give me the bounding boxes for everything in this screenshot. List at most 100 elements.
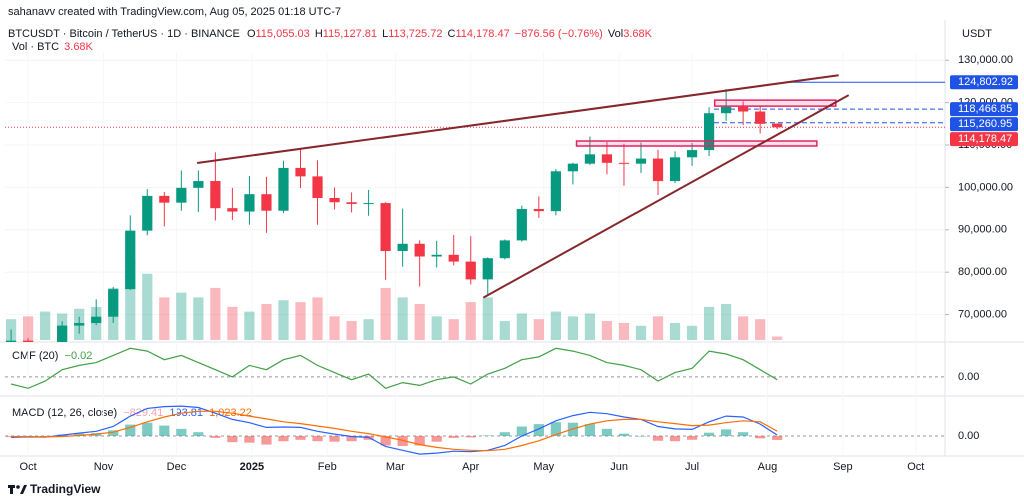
trendline bbox=[482, 94, 850, 299]
x-tick-label: Feb bbox=[318, 461, 337, 473]
histogram-bar bbox=[5, 436, 17, 437]
volume-bar bbox=[499, 321, 510, 340]
histogram-bar bbox=[772, 436, 783, 440]
volume-bar bbox=[448, 319, 459, 340]
volume-bar bbox=[550, 311, 561, 340]
volume-bar bbox=[414, 304, 425, 340]
x-tick-label: Dec bbox=[167, 461, 187, 473]
histogram-bar bbox=[244, 436, 255, 443]
volume-header: Vol · BTC 3.68K bbox=[12, 41, 94, 53]
volume-bar bbox=[176, 292, 187, 340]
histogram-bar bbox=[329, 436, 340, 442]
histogram-bar bbox=[533, 424, 544, 436]
volume-bar bbox=[397, 297, 408, 340]
candle-body bbox=[193, 181, 204, 188]
volume-bar bbox=[584, 313, 596, 340]
x-tick-label: Apr bbox=[462, 461, 479, 473]
histogram-bar bbox=[380, 436, 391, 446]
price-level-label: 118,466.85 bbox=[958, 103, 1012, 115]
volume-bar bbox=[755, 319, 766, 340]
candle-body bbox=[74, 323, 85, 326]
candle-body bbox=[227, 208, 238, 212]
candle-body bbox=[431, 254, 442, 257]
volume-bar bbox=[261, 304, 272, 340]
histogram-bar bbox=[431, 436, 442, 442]
volume-bar bbox=[601, 321, 613, 340]
cmf-value: −0.02 bbox=[65, 350, 93, 362]
histogram-bar bbox=[295, 436, 306, 440]
volume-bar bbox=[721, 304, 732, 340]
x-tick-label: Jul bbox=[685, 461, 699, 473]
candle-body bbox=[278, 167, 289, 211]
y-tick-label: 0.00 bbox=[958, 430, 979, 442]
ohlc-prefix: H bbox=[315, 28, 323, 40]
histogram-bar bbox=[414, 436, 425, 446]
cmf-line bbox=[10, 347, 778, 389]
volume-bar bbox=[125, 259, 136, 340]
candle-body bbox=[755, 111, 766, 124]
candle-body bbox=[533, 209, 544, 212]
candle-body bbox=[346, 202, 357, 204]
volume-bar bbox=[193, 297, 204, 340]
brand: TradingView bbox=[30, 482, 101, 496]
zone bbox=[713, 99, 837, 107]
candle-body bbox=[414, 243, 425, 257]
price-level-label: 115,260.95 bbox=[958, 118, 1012, 130]
candle-body bbox=[295, 167, 306, 177]
candle-body bbox=[499, 240, 510, 259]
histogram-bar bbox=[176, 428, 187, 436]
volume-title: Vol · BTC bbox=[12, 41, 59, 53]
candle-body bbox=[312, 176, 323, 198]
change: −876.56 (−0.76%) bbox=[515, 28, 603, 40]
candle-body bbox=[686, 150, 698, 158]
candle-body bbox=[482, 258, 493, 280]
y-tick-label: 100,000.00 bbox=[958, 181, 1013, 193]
volume-bar bbox=[772, 336, 783, 340]
histogram-bar bbox=[669, 436, 681, 442]
volume-bar bbox=[618, 322, 630, 340]
volume-bar bbox=[244, 311, 255, 340]
candle-body bbox=[176, 187, 187, 203]
volume-bar bbox=[312, 297, 323, 340]
histogram-bar bbox=[227, 436, 238, 443]
volume-bar bbox=[652, 316, 664, 340]
y-tick-label: 90,000.00 bbox=[958, 224, 1007, 236]
histogram-bar bbox=[210, 436, 221, 438]
volume-bar bbox=[159, 297, 170, 340]
candle-body bbox=[738, 106, 749, 112]
macd-line bbox=[11, 405, 778, 455]
histogram-bar bbox=[516, 426, 527, 436]
candle-body bbox=[652, 158, 664, 182]
ohlc-prefix: O bbox=[247, 28, 256, 40]
zone bbox=[575, 140, 818, 147]
histogram-bar bbox=[601, 428, 613, 436]
volume-bar bbox=[465, 302, 476, 340]
volume-bar bbox=[227, 306, 238, 340]
histogram-bar bbox=[312, 436, 323, 442]
ohlc-prefix: L bbox=[382, 28, 388, 40]
histogram-bar bbox=[618, 433, 630, 436]
histogram-bar bbox=[721, 429, 732, 436]
histogram-bar bbox=[635, 436, 647, 437]
ohlc-value: 115,055.03 bbox=[256, 28, 310, 40]
volume-bar bbox=[210, 287, 221, 340]
volume-bar bbox=[533, 319, 544, 340]
histogram-bar bbox=[193, 432, 204, 436]
histogram-bar bbox=[686, 436, 698, 440]
candle-body bbox=[550, 171, 561, 212]
volume-bar bbox=[363, 319, 374, 340]
histogram-bar bbox=[448, 436, 459, 438]
x-tick-label: May bbox=[533, 461, 554, 473]
histogram-bar bbox=[755, 436, 766, 439]
candle-body bbox=[567, 163, 578, 172]
candle-body bbox=[5, 340, 17, 342]
volume-bar bbox=[738, 316, 749, 340]
volume-bar bbox=[295, 302, 306, 340]
candle-body bbox=[329, 198, 340, 203]
histogram-bar bbox=[465, 436, 476, 438]
histogram-bar bbox=[738, 432, 749, 436]
candle-body bbox=[601, 154, 613, 163]
histogram-bar bbox=[652, 436, 664, 441]
